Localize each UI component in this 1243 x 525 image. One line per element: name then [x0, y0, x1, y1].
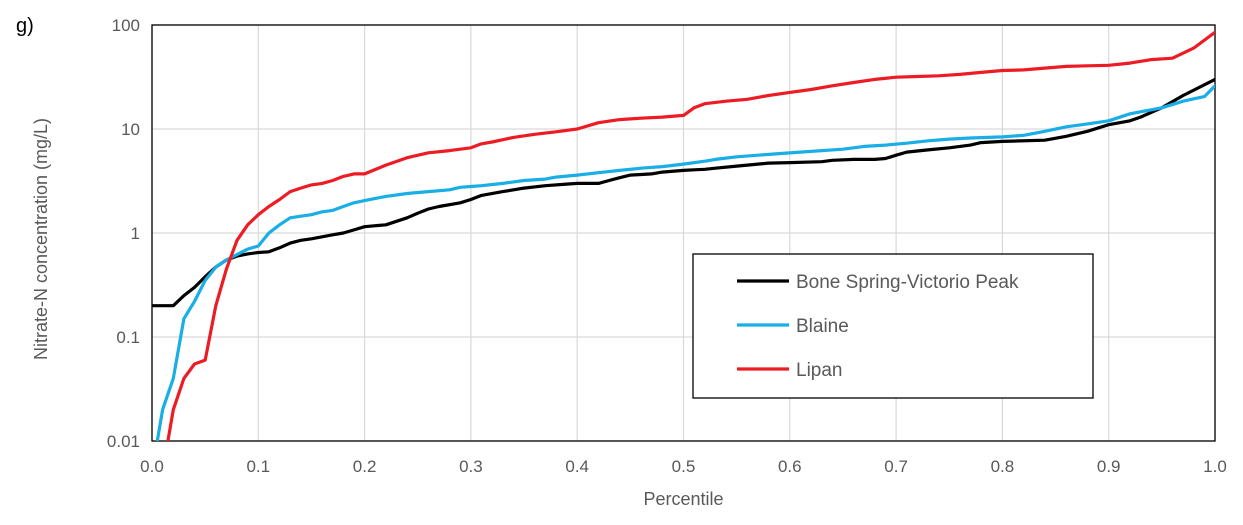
x-tick-label: 1.0	[1203, 457, 1227, 476]
x-tick-label: 0.0	[140, 457, 164, 476]
y-tick-label: 10	[121, 120, 140, 139]
legend: Bone Spring-Victorio Peak Blaine Lipan	[692, 253, 1094, 399]
x-tick-label: 0.4	[565, 457, 589, 476]
y-tick-label: 1	[131, 224, 140, 243]
plot-area	[151, 24, 1216, 442]
legend-label: Bone Spring-Victorio Peak	[796, 272, 1019, 293]
x-tick-label: 0.9	[1097, 457, 1121, 476]
x-tick-label: 0.7	[884, 457, 908, 476]
y-tick-label: 0.1	[116, 328, 140, 347]
x-tick-label: 0.2	[353, 457, 377, 476]
x-tick-label: 0.8	[991, 457, 1015, 476]
y-tick-label: 100	[112, 16, 140, 35]
x-tick-label: 0.6	[778, 457, 802, 476]
x-tick-label: 0.1	[246, 457, 270, 476]
series-lines	[152, 30, 1215, 441]
legend-label: Blaine	[796, 316, 849, 337]
panel-label: g)	[16, 15, 34, 37]
series-line-1	[152, 77, 1215, 308]
x-tick-label: 0.3	[459, 457, 483, 476]
series-line-3	[166, 30, 1215, 441]
x-axis-label: Percentile	[643, 489, 723, 509]
x-axis-ticks: 0.0 0.1 0.2 0.3 0.4 0.5 0.6 0.7 0.8 0.9 1.0	[140, 457, 1227, 476]
y-tick-label: 0.01	[107, 432, 140, 451]
x-tick-label: 0.5	[672, 457, 696, 476]
legend-label: Lipan	[796, 360, 843, 381]
series-line-2	[155, 84, 1215, 441]
y-axis-ticks: 0.01 0.1 1 10 100	[107, 16, 140, 451]
y-axis-label: Nitrate-N concentration (mg/L)	[31, 118, 51, 360]
